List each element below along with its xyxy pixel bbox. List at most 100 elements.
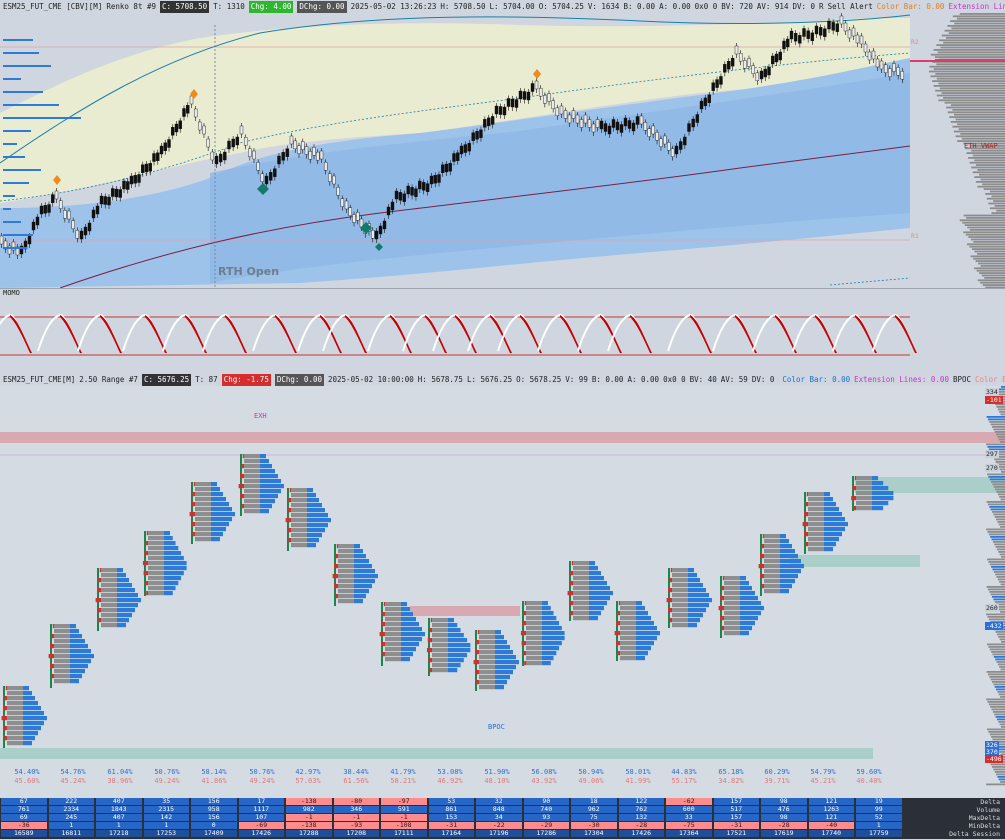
renko-brick	[320, 151, 323, 159]
renko-brick	[852, 28, 855, 36]
footprint-cell	[195, 487, 211, 491]
footprint-bid	[615, 631, 620, 635]
footprint-cell	[148, 571, 164, 575]
top-high: H: 5708.50	[440, 1, 485, 13]
profile-bar	[976, 181, 1005, 183]
footprint-cell	[54, 629, 70, 633]
footprint-bid	[50, 644, 54, 648]
stats-cell: 740	[524, 806, 570, 813]
footprint-ask	[117, 623, 126, 627]
left-profile-bar	[3, 39, 33, 41]
renko-brick	[468, 143, 471, 151]
footprint-ask	[164, 536, 173, 540]
renko-brick	[286, 149, 289, 157]
stats-cell: -75	[666, 822, 712, 829]
profile-bar	[941, 92, 1005, 94]
profile-bar	[997, 491, 1005, 493]
footprint-ask	[260, 494, 278, 498]
renko-brick	[663, 136, 666, 144]
footprint-ask	[354, 564, 372, 568]
bottom-symbol[interactable]: ESM25_FUT_CME[M]	[3, 374, 75, 386]
renko-brick	[588, 120, 591, 128]
footprint-cell	[291, 508, 307, 512]
r1-label: R1	[911, 232, 919, 240]
top-dchg: DChg: 0.00	[297, 1, 346, 13]
top-price-svg[interactable]	[0, 13, 1005, 288]
profile-bar	[981, 265, 1005, 267]
footprint-ask	[164, 561, 187, 565]
footprint-bid	[98, 618, 101, 622]
momo-up-stroke	[668, 315, 696, 351]
footprint-cell	[385, 617, 401, 621]
stats-cell: 132	[619, 814, 665, 821]
top-symbol[interactable]: ESM25_FUT_CME [CBV][M]	[3, 1, 102, 13]
footprint-bid	[3, 726, 7, 730]
profile-bar	[962, 138, 1005, 140]
profile-bar	[1001, 499, 1005, 501]
profile-bar	[988, 504, 1005, 506]
footprint-ask	[401, 617, 416, 621]
stats-cell: 2315	[144, 806, 190, 813]
profile-bar	[970, 229, 1005, 231]
renko-brick	[487, 118, 490, 126]
stats-cell: -30	[571, 822, 617, 829]
footprint-ask	[824, 507, 839, 511]
footprint-ask	[164, 551, 181, 555]
profile-bar	[945, 30, 1005, 32]
footprint-cell	[432, 653, 448, 657]
footprint-cell	[672, 603, 688, 607]
sell-percent: 49.24%	[147, 777, 187, 785]
footprint-cell	[432, 643, 448, 647]
footprint-bid	[431, 618, 432, 622]
profile-bar	[940, 87, 1005, 89]
renko-brick	[316, 152, 319, 160]
footprint-cell	[385, 602, 401, 606]
footprint-cell	[724, 621, 740, 625]
footprint-bid	[287, 528, 291, 532]
footprint-cell	[764, 574, 780, 578]
profile-bar	[967, 227, 1005, 229]
footprint-cell	[148, 581, 164, 585]
footprint-cell	[432, 633, 448, 637]
momo-pane[interactable]: MOMO	[0, 288, 1005, 371]
footprint-ask	[23, 686, 29, 690]
footprint-ask	[740, 616, 758, 620]
profile-bar	[998, 551, 1005, 553]
left-profile-bar	[3, 195, 15, 197]
footprint-ask	[211, 482, 217, 486]
footprint-cell	[244, 459, 260, 463]
renko-brick	[349, 208, 352, 216]
footprint-bid	[669, 578, 672, 582]
footprint-cell	[672, 593, 688, 597]
footprint-ask	[872, 501, 888, 505]
profile-bar	[987, 501, 1005, 503]
renko-brick	[568, 115, 571, 123]
footprint-bid	[616, 641, 620, 645]
sell-percent: 39.71%	[757, 777, 797, 785]
footprint-cell	[526, 661, 542, 665]
renko-brick	[134, 175, 137, 183]
left-profile-bar	[3, 247, 27, 249]
momo-down-stroke	[490, 315, 512, 353]
stats-cell: 157	[714, 798, 760, 805]
sell-percent: 38.96%	[100, 777, 140, 785]
profile-bar	[935, 56, 1005, 58]
momo-svg[interactable]	[0, 289, 1005, 369]
footprint-cell	[7, 686, 23, 690]
footprint-cell	[148, 586, 164, 590]
footprint-bid	[239, 484, 244, 488]
stats-cell: -1	[381, 814, 427, 821]
renko-brick	[253, 151, 256, 159]
footprint-cell	[479, 650, 495, 654]
footprint-pane[interactable]: EXH BPOC 334 -101 297 260 270 -432 326 3…	[0, 386, 1005, 798]
footprint-bid	[805, 502, 808, 506]
profile-bar	[997, 661, 1005, 663]
footprint-svg[interactable]	[0, 386, 1005, 798]
footprint-ask	[70, 649, 91, 653]
top-price-pane[interactable]: RTH Open ETH VWAP R2 R1	[0, 13, 1005, 288]
footprint-cell	[573, 606, 589, 610]
footprint-bid	[521, 631, 526, 635]
footprint-cell	[479, 640, 495, 644]
profile-bar	[997, 576, 1005, 578]
left-profile-bar	[3, 91, 43, 93]
